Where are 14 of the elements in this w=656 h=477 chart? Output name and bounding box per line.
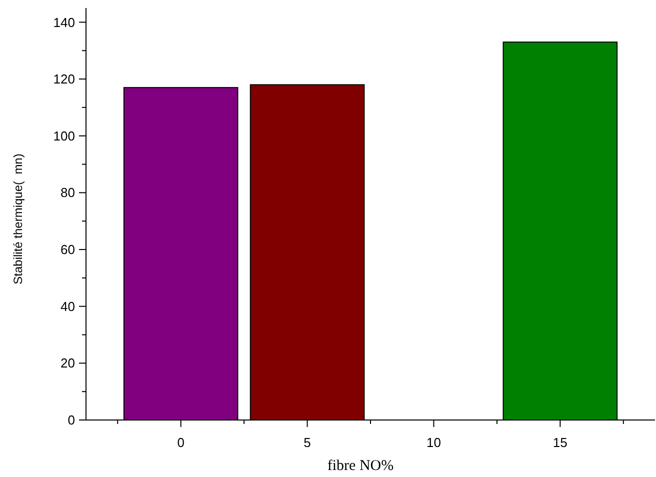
y-tick-label: 40	[60, 298, 75, 314]
x-tick-label: 0	[177, 435, 184, 450]
y-tick-label: 140	[53, 14, 75, 30]
y-tick-label: 0	[68, 412, 75, 428]
y-tick-label: 120	[53, 72, 75, 87]
x-tick-label: 5	[304, 435, 311, 450]
x-axis-title: fibre NO%	[327, 458, 394, 474]
y-tick-label: 20	[60, 356, 75, 371]
y-tick-label: 100	[53, 128, 75, 144]
x-tick-label: 15	[552, 435, 568, 450]
y-axis-title: Stabilité thermique( mn)	[11, 154, 25, 284]
y-tick-label: 80	[60, 185, 75, 200]
y-tick-label: 60	[60, 242, 75, 258]
x-tick-label: 10	[426, 435, 441, 450]
